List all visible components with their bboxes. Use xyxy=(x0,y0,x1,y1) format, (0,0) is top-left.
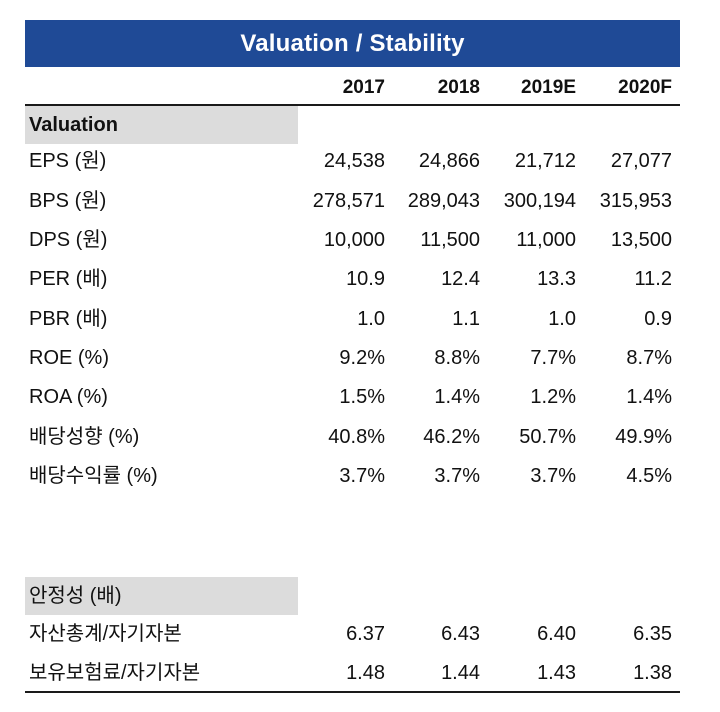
table-row: 배당성향 (%) 40.8% 46.2% 50.7% 49.9% xyxy=(25,418,680,457)
table-row: EPS (원) 24,538 24,866 21,712 27,077 xyxy=(25,142,680,181)
table-cell: 46.2% xyxy=(423,426,480,448)
table-cell: 3.7% xyxy=(339,465,385,487)
table-cell: 13,500 xyxy=(610,229,672,251)
table-row: PBR (배) 1.0 1.1 1.0 0.9 xyxy=(25,300,680,339)
row-label: ROA (%) xyxy=(29,386,108,408)
row-label: EPS (원) xyxy=(29,150,107,172)
row-label: 배당수익률 (%) xyxy=(29,465,158,487)
table-cell: 1.5% xyxy=(339,386,385,408)
column-header: 2019E xyxy=(521,77,576,98)
table-cell: 10.9 xyxy=(346,268,385,290)
table-row: BPS (원) 278,571 289,043 300,194 315,953 xyxy=(25,182,680,221)
table-row: 보유보험료/자기자본 1.48 1.44 1.43 1.38 xyxy=(25,654,680,693)
row-label: PBR (배) xyxy=(29,308,108,330)
table-row: ROA (%) 1.5% 1.4% 1.2% 1.4% xyxy=(25,378,680,417)
section-header-valuation: Valuation xyxy=(25,106,298,144)
table-cell: 1.2% xyxy=(530,386,576,408)
table-cell: 6.43 xyxy=(441,623,480,645)
table-cell: 8.7% xyxy=(626,347,672,369)
table-cell: 13.3 xyxy=(537,268,576,290)
table-cell: 27,077 xyxy=(610,150,672,172)
table-cell: 0.9 xyxy=(644,308,672,330)
table-cell: 1.4% xyxy=(626,386,672,408)
table-cell: 1.4% xyxy=(434,386,480,408)
table-cell: 6.35 xyxy=(633,623,672,645)
row-label: 배당성향 (%) xyxy=(29,426,140,448)
table-cell: 11.2 xyxy=(634,268,672,290)
table-cell: 1.48 xyxy=(346,662,385,684)
table-cell: 9.2% xyxy=(339,347,385,369)
table-cell: 6.40 xyxy=(537,623,576,645)
table-cell: 7.7% xyxy=(530,347,576,369)
table-cell: 278,571 xyxy=(312,190,385,212)
table-cell: 10,000 xyxy=(323,229,385,251)
table-cell: 12.4 xyxy=(441,268,480,290)
table-cell: 8.8% xyxy=(434,347,480,369)
row-label: DPS (원) xyxy=(29,229,108,251)
table-cell: 4.5% xyxy=(626,465,672,487)
row-label: 자산총계/자기자본 xyxy=(29,623,182,645)
table-cell: 11,500 xyxy=(420,229,480,251)
table-cell: 1.1 xyxy=(452,308,480,330)
row-label: ROE (%) xyxy=(29,347,109,369)
bottom-rule xyxy=(25,691,680,693)
table-cell: 1.0 xyxy=(357,308,385,330)
table-title: Valuation / Stability xyxy=(25,20,680,67)
table-cell: 3.7% xyxy=(434,465,480,487)
row-label: PER (배) xyxy=(29,268,108,290)
table-cell: 24,866 xyxy=(418,150,480,172)
column-header-row: 2017 2018 2019E 2020F xyxy=(25,68,680,106)
table-cell: 300,194 xyxy=(503,190,576,212)
table-row: 자산총계/자기자본 6.37 6.43 6.40 6.35 xyxy=(25,615,680,654)
table-cell: 1.0 xyxy=(548,308,576,330)
section-header-stability: 안정성 (배) xyxy=(25,577,298,615)
section-label: 안정성 (배) xyxy=(29,585,122,607)
table-cell: 1.44 xyxy=(441,662,480,684)
table-cell: 24,538 xyxy=(323,150,385,172)
table-cell: 3.7% xyxy=(530,465,576,487)
row-label: BPS (원) xyxy=(29,190,107,212)
column-header: 2017 xyxy=(342,77,385,98)
section-label: Valuation xyxy=(29,114,118,136)
table-row: DPS (원) 10,000 11,500 11,000 13,500 xyxy=(25,221,680,260)
table-cell: 40.8% xyxy=(328,426,385,448)
table-row: ROE (%) 9.2% 8.8% 7.7% 8.7% xyxy=(25,339,680,378)
table-cell: 1.38 xyxy=(633,662,672,684)
table-cell: 21,712 xyxy=(514,150,576,172)
table-cell: 315,953 xyxy=(599,190,672,212)
table-cell: 289,043 xyxy=(407,190,480,212)
column-header: 2020F xyxy=(618,77,672,98)
column-header: 2018 xyxy=(437,77,480,98)
row-label: 보유보험료/자기자본 xyxy=(29,662,201,684)
table-row: 배당수익률 (%) 3.7% 3.7% 3.7% 4.5% xyxy=(25,457,680,496)
table-cell: 49.9% xyxy=(615,426,672,448)
table-cell: 50.7% xyxy=(519,426,576,448)
table-cell: 1.43 xyxy=(537,662,576,684)
table-cell: 6.37 xyxy=(346,623,385,645)
table-cell: 11,000 xyxy=(516,229,576,251)
table-row: PER (배) 10.9 12.4 13.3 11.2 xyxy=(25,260,680,299)
